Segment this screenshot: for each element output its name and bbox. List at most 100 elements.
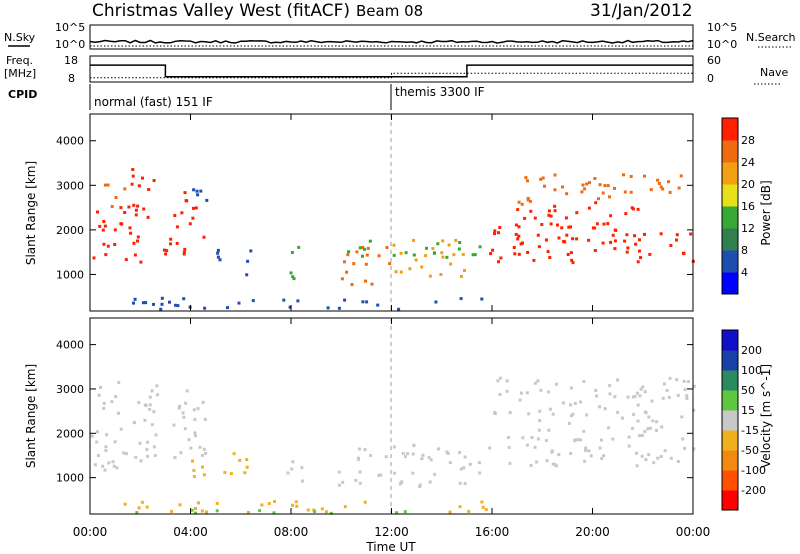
range-cell [457,247,461,251]
colorbar-tick-label: -200 [741,484,766,497]
range-cell [184,199,188,203]
range-cell [411,471,415,475]
range-cell [363,448,367,452]
range-cell [105,433,109,437]
range-cell [297,245,301,249]
range-cell [189,446,193,450]
range-cell [625,233,629,237]
range-cell [428,480,432,484]
range-cell [202,473,206,477]
range-cell [113,228,117,232]
range-cell [543,184,546,188]
range-cell [649,188,653,192]
range-cell [341,480,345,484]
range-cell [133,253,137,257]
range-cell [478,245,482,249]
range-cell [597,197,600,201]
freq-label: Freq. [6,54,33,67]
range-cell [216,251,220,255]
range-cell [569,225,572,229]
range-cell [569,251,573,255]
range-cell [294,500,298,504]
range-cell [290,251,294,254]
range-cell [183,191,187,195]
range-cell [648,252,652,256]
range-cell [286,471,290,475]
range-cell [538,419,542,423]
range-cell [611,437,615,441]
range-cell [682,379,686,383]
range-cell [639,387,643,391]
range-cell [606,184,610,188]
range-cell [626,246,630,250]
velocity-y-axis: 1000 2000 3000 4000 [56,339,693,485]
colorbar-frame [721,329,739,511]
range-cell [202,235,206,239]
nave-series-line [90,72,693,79]
range-cell [477,461,481,465]
range-cell [132,203,136,207]
range-cell [564,216,568,220]
range-cell [187,438,191,442]
range-cell [634,242,638,246]
range-cell [595,222,599,226]
range-cell [463,269,466,272]
range-cell [117,411,120,415]
range-cell [587,238,591,242]
range-cell [114,196,118,199]
range-cell [132,301,135,305]
range-cell [96,430,99,434]
range-cell [119,427,123,431]
range-cell [194,206,198,210]
range-cell [629,175,633,178]
range-cell [345,270,349,274]
range-cell [613,239,617,243]
range-cell [633,234,636,238]
range-cell [652,461,656,465]
range-cell [377,254,381,258]
colorbar-swatch [722,118,738,141]
nsky-tick-high: 10^5 [55,21,85,34]
range-cell [573,438,577,442]
range-cell [193,418,197,422]
range-cell [218,258,222,262]
range-cell [192,475,196,478]
power-y-axis: 1000 2000 3000 4000 [56,135,693,281]
range-cell [175,241,179,245]
range-cell [643,174,646,178]
range-cell [468,462,472,466]
range-cell [508,411,512,415]
range-cell [535,460,539,464]
range-cell [459,297,463,301]
range-cell [575,237,579,241]
range-cell [291,503,294,507]
range-cell [403,510,407,514]
cpid-label: CPID [8,88,37,101]
colorbar-tick-label: -100 [741,464,766,477]
range-cell [536,233,540,237]
range-cell [659,455,663,458]
range-cell [449,262,453,266]
range-cell [517,200,521,204]
range-cell [582,380,586,383]
power-colorbar: 28 24 20 16 12 8 4 [721,117,755,295]
range-cell [446,451,450,455]
range-cell [232,452,236,456]
range-cell [358,481,362,485]
range-cell [123,502,127,506]
range-cell [346,253,350,257]
range-cell [122,451,126,455]
range-cell [609,240,613,244]
range-cell [340,277,344,281]
range-cell [200,454,204,457]
range-cell [570,258,574,262]
range-cell [141,301,145,305]
range-cell [421,453,425,457]
range-cell [462,466,466,470]
range-cell [104,449,108,453]
range-cell [156,393,159,397]
range-cell [169,242,172,246]
range-cell [661,187,665,191]
range-cell [183,427,187,431]
range-cell [651,419,655,423]
